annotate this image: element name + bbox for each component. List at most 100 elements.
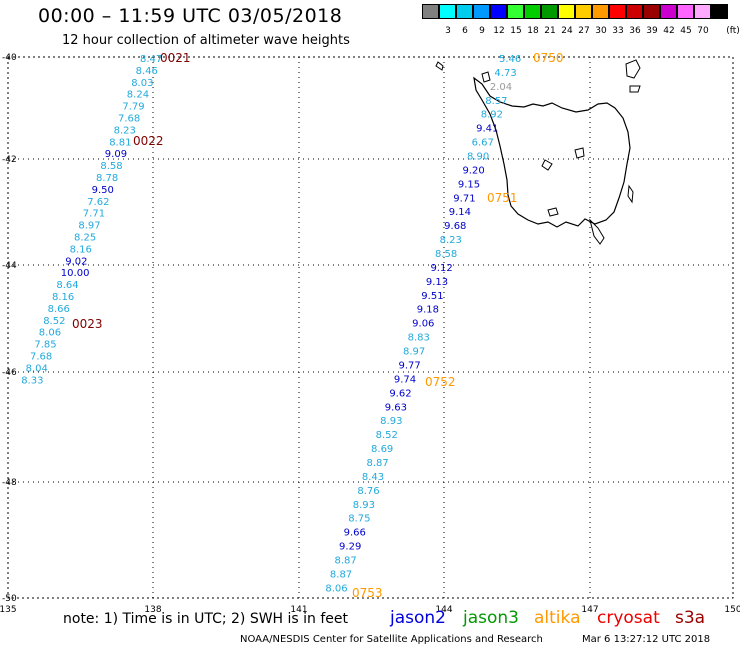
colorbar-swatch [422,4,439,19]
longitude-label: 147 [581,605,598,615]
colorbar-tick-label: 12 [493,26,505,36]
wave-height-value: 8.24 [127,90,149,101]
time-label: 0751 [487,191,518,205]
wave-height-value: 9.29 [339,542,361,553]
colorbar-swatch [711,4,728,19]
colorbar-swatch [541,4,558,19]
wave-height-value: 9.74 [394,374,416,385]
satellite-label: altika [534,608,581,628]
king-island-coast [435,61,444,71]
units-note: note: 1) Time is in UTC; 2) SWH is in fe… [63,611,349,627]
wave-height-value: 6.67 [472,138,494,149]
colorbar-swatch [694,4,711,19]
wave-height-value: 8.64 [56,280,78,291]
colorbar-swatch [439,4,456,19]
wave-height-value: 8.87 [334,555,356,566]
wave-height-value: 9.02 [65,256,87,267]
wave-height-value: 9.68 [444,221,466,232]
wave-height-value: 9.41 [476,124,498,135]
wave-height-value: 8.87 [330,569,352,580]
colorbar-swatch [507,4,524,19]
wave-height-value: 8.90 [467,152,489,163]
wave-height-value: 8.47 [140,54,162,65]
colorbar-swatch [456,4,473,19]
wave-height-value: 8.16 [70,244,92,255]
colorbar-tick-label: 3 [445,26,451,36]
time-label: 0753 [352,586,383,600]
longitude-label: 141 [290,605,307,615]
wave-height-value: 8.43 [362,472,384,483]
longitude-label: 150 [724,605,740,615]
wave-height-value: 8.81 [109,137,131,148]
colorbar-swatch [592,4,609,19]
wave-height-value: 7.71 [83,209,105,220]
wave-height-value: 8.78 [96,173,118,184]
colorbar-swatch [473,4,490,19]
colorbar-swatch [490,4,507,19]
wave-height-value: 8.97 [403,347,425,358]
colorbar-swatch [626,4,643,19]
map-subtitle: 12 hour collection of altimeter wave hei… [62,33,350,48]
wave-height-value: 4.73 [494,68,516,79]
wave-height-value: 7.79 [122,102,144,113]
wave-height-value: 8.25 [74,233,96,244]
satellite-label: jason2 [390,608,446,628]
wave-height-value: 8.75 [348,514,370,525]
longitude-label: 135 [0,605,17,615]
tasmania-coastline [473,76,631,228]
bruny-island-coast [589,218,605,245]
wave-height-value: 8.58 [435,249,457,260]
lake-outline [574,147,585,159]
wave-height-value: 8.97 [78,221,100,232]
wave-height-value: 9.20 [462,165,484,176]
wave-height-value: 8.23 [114,125,136,136]
wave-height-value: 7.85 [34,340,56,351]
latitude-labels: -40 -42 -44 -46 -48 -50 [2,53,17,604]
colorbar-tick-label: 15 [510,26,522,36]
wave-height-value: 9.15 [458,179,480,190]
wave-height-value: 9.63 [385,402,407,413]
grid-lines [8,57,733,598]
colorbar-swatch [660,4,677,19]
wave-height-value: 9.13 [426,277,448,288]
wave-height-value: 7.68 [118,114,140,125]
time-label: 0021 [160,51,191,65]
colorbar-tick-label: 9 [479,26,485,36]
colorbar-tick-label: 27 [578,26,590,36]
longitude-label: 138 [144,605,161,615]
wave-height-value: 8.69 [371,444,393,455]
wave-height-value: 8.16 [52,292,74,303]
track-west: 8.478.468.038.247.797.688.238.819.098.58… [21,51,190,386]
wave-height-value: 9.66 [344,528,366,539]
wave-height-value: 7.68 [30,352,52,363]
lake-outline [541,159,553,171]
wave-height-value: 9.06 [412,319,434,330]
latitude-label: -46 [2,368,17,378]
wave-height-value: 7.62 [87,197,109,208]
time-label: 0022 [133,134,164,148]
satellite-label: s3a [675,608,706,628]
wave-height-value: 8.92 [481,110,503,121]
map-frame [7,56,734,599]
latitude-label: -40 [2,53,17,63]
longitude-labels: 135 138 141 144 147 150 [0,605,740,615]
colorbar-swatch [575,4,592,19]
wave-height-value: 8.04 [26,363,48,374]
colorbar-swatch [677,4,694,19]
wave-height-value: 8.87 [366,458,388,469]
wave-height-value: 9.51 [421,291,443,302]
colorbar-swatch [643,4,660,19]
wave-height-value: 8.93 [380,416,402,427]
colorbar-tick-label: 39 [646,26,658,36]
longitude-label: 144 [435,605,452,615]
colorbar-swatch [558,4,575,19]
wave-height-value: 8.58 [100,161,122,172]
colorbar-tick-label: 42 [663,26,675,36]
colorbar-tick-label: 36 [629,26,641,36]
wave-height-value: 8.52 [376,430,398,441]
colorbar-tick-label: 24 [561,26,573,36]
colorbar-tick-label: 45 [680,26,692,36]
latitude-label: -44 [2,261,17,271]
colorbar-tick-label: 18 [527,26,539,36]
